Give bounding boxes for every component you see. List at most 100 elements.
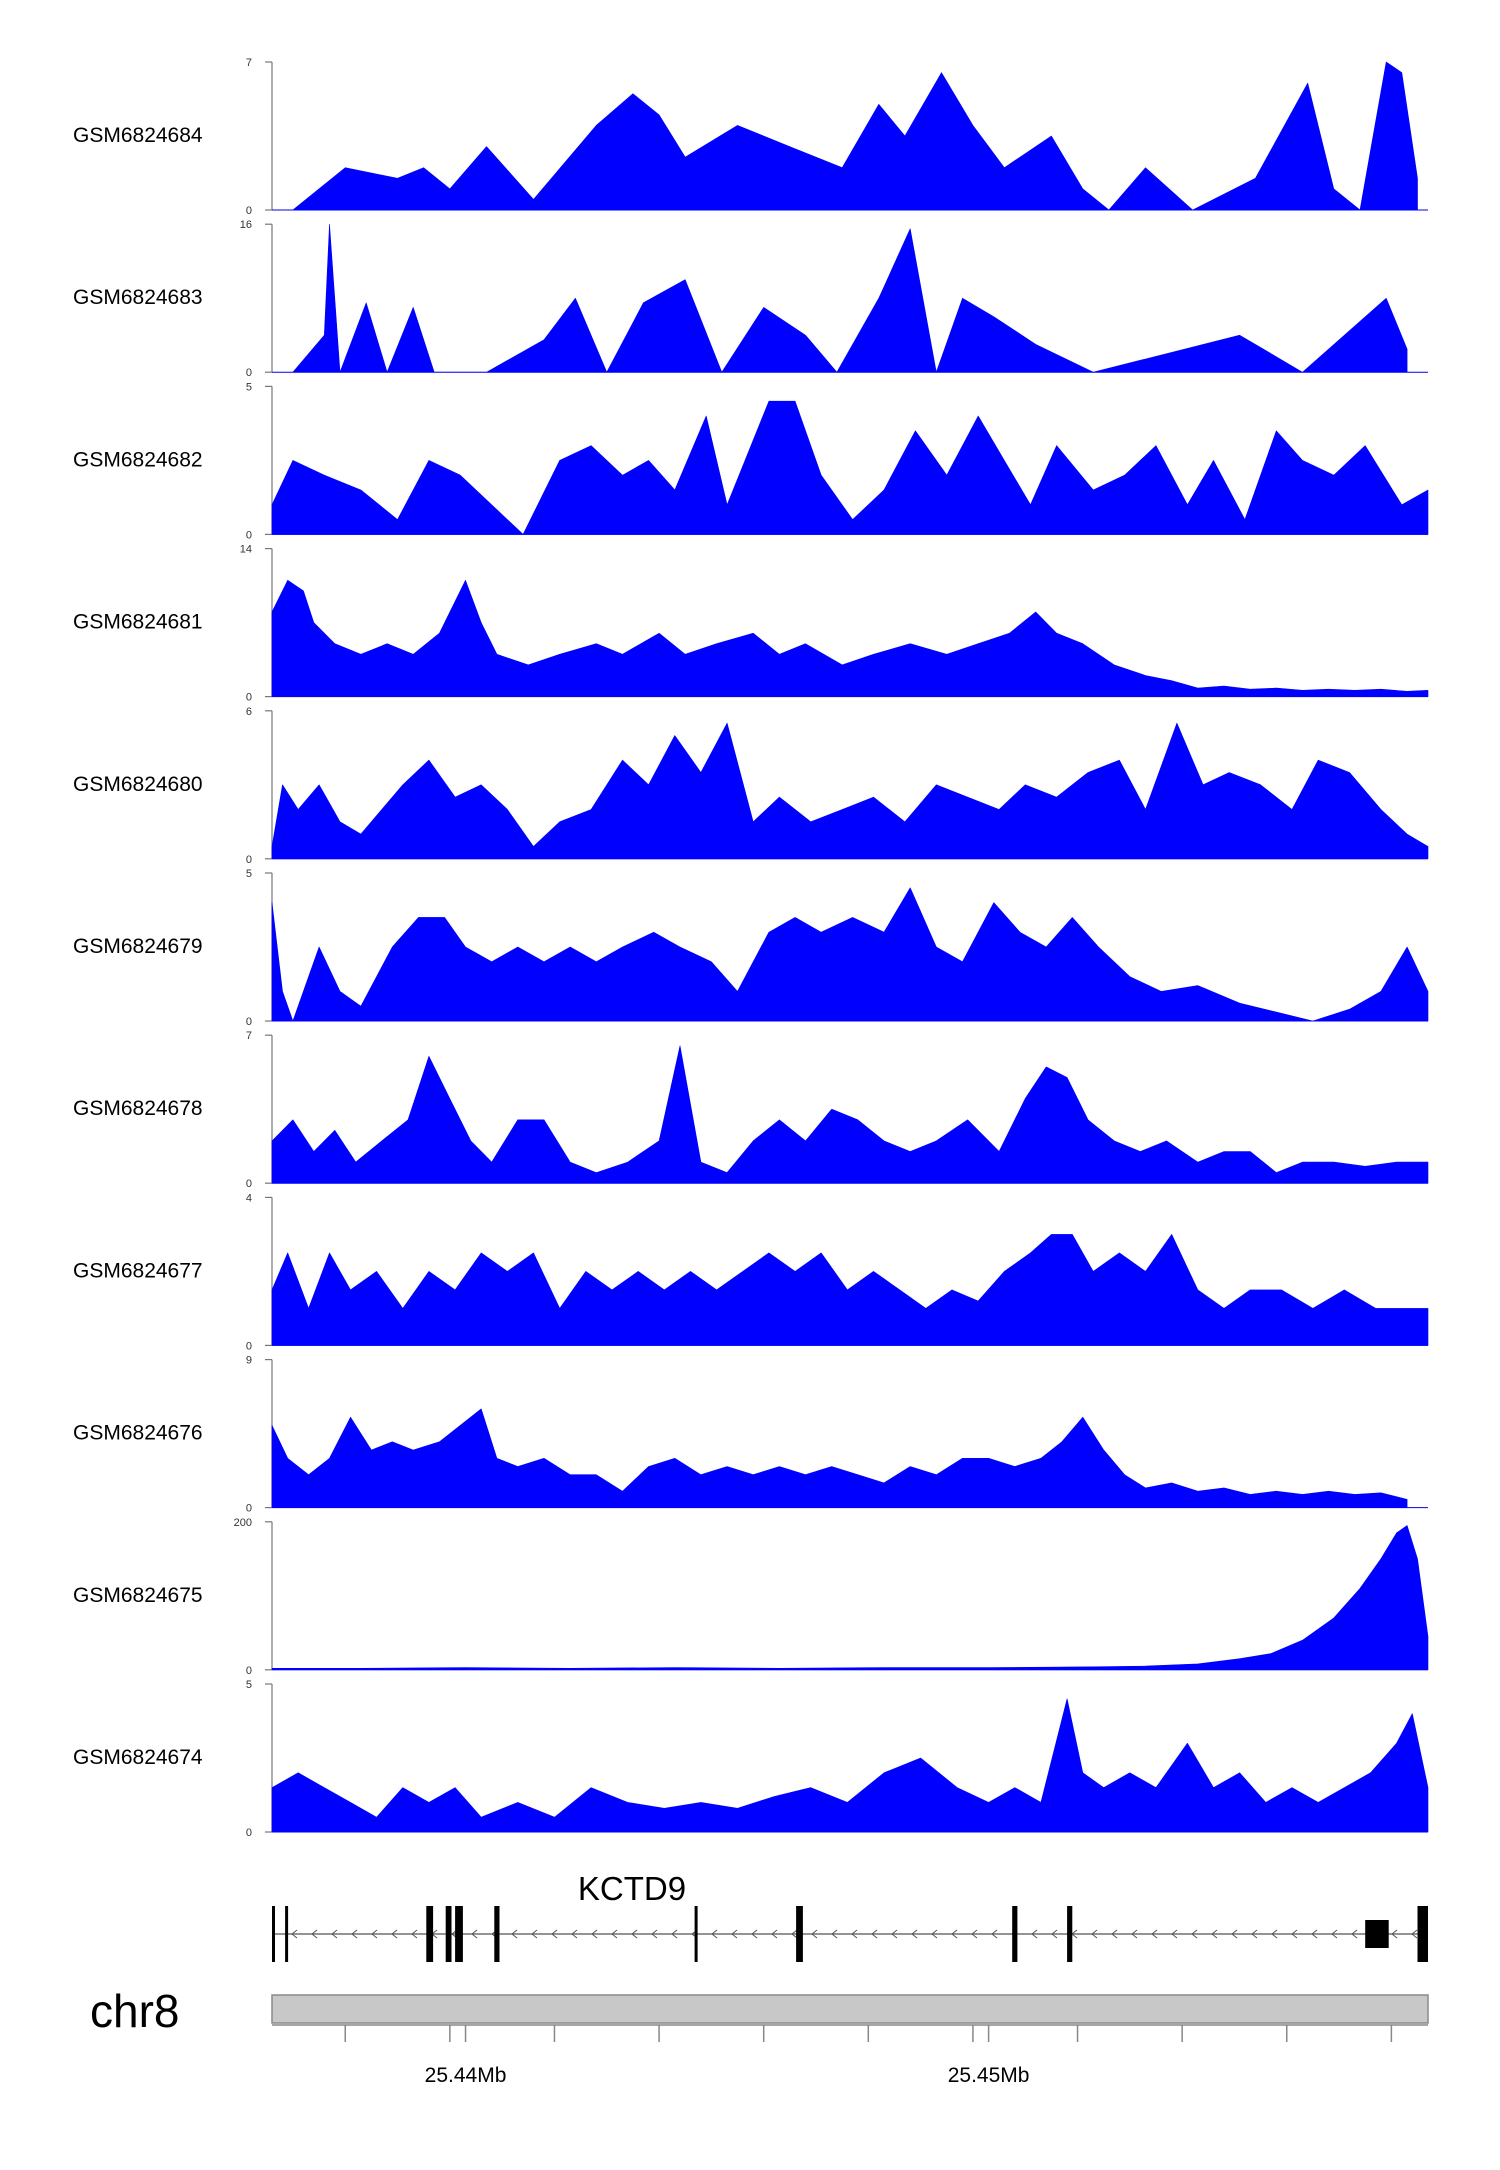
axis-tick-label: 25.45Mb	[948, 2064, 1030, 2087]
y-tick-label-max: 16	[240, 219, 252, 231]
y-tick-label-min: 0	[246, 1827, 252, 1839]
y-tick-label-max: 9	[246, 1355, 252, 1367]
strand-arrow	[591, 1929, 598, 1939]
strand-arrow	[331, 1929, 338, 1939]
y-tick-label-max: 14	[240, 544, 252, 556]
strand-arrow	[531, 1929, 538, 1939]
chromosome-ideogram	[271, 1994, 1429, 2024]
gene-track: KCTD9	[272, 1870, 1428, 1962]
signal-area	[271, 1525, 1429, 1671]
track-GSM6824677: GSM6824677 0 4	[73, 1192, 1429, 1352]
y-tick-label-max: 6	[246, 706, 252, 718]
strand-arrow	[1091, 1929, 1098, 1939]
strand-arrow	[1231, 1929, 1238, 1939]
y-tick-label-max: 7	[246, 57, 252, 69]
strand-arrow	[1351, 1929, 1358, 1939]
strand-arrow	[831, 1929, 838, 1939]
signal-area	[271, 1045, 1429, 1184]
y-tick-label-min: 0	[246, 1503, 252, 1515]
strand-arrow	[891, 1929, 898, 1939]
signal-area	[271, 722, 1429, 860]
signal-area	[292, 223, 1408, 373]
strand-arrow	[391, 1929, 398, 1939]
strand-arrow	[991, 1929, 998, 1939]
strand-arrow	[731, 1929, 738, 1939]
track-name: GSM6824675	[73, 1584, 203, 1607]
strand-arrow	[711, 1929, 718, 1939]
track-GSM6824682: GSM6824682 0 5	[73, 381, 1429, 541]
gene-label: KCTD9	[578, 1870, 686, 1907]
track-name: GSM6824684	[73, 124, 203, 147]
strand-arrow	[351, 1929, 358, 1939]
strand-arrow	[931, 1929, 938, 1939]
strand-arrow	[1411, 1929, 1418, 1939]
strand-arrow	[1211, 1929, 1218, 1939]
track-name: GSM6824679	[73, 935, 203, 958]
exon	[445, 1906, 452, 1962]
strand-arrow	[1391, 1929, 1398, 1939]
strand-arrow	[851, 1929, 858, 1939]
track-GSM6824684: GSM6824684 0 7	[73, 57, 1428, 217]
strand-arrow	[911, 1929, 918, 1939]
track-GSM6824683: GSM6824683 0 16	[73, 219, 1428, 379]
strand-arrow	[371, 1929, 378, 1939]
strand-arrow	[551, 1929, 558, 1939]
track-name: GSM6824680	[73, 773, 203, 796]
exon	[494, 1906, 500, 1962]
exon	[1417, 1906, 1428, 1962]
axis-ticks: 25.44Mb 25.45Mb	[344, 2025, 1393, 2087]
strand-arrow	[651, 1929, 658, 1939]
signal-area	[271, 400, 1429, 535]
data-tracks: GSM682468407GSM6824683016GSM682468205GSM…	[73, 57, 1429, 1839]
axis-tick-label: 25.44Mb	[425, 2064, 507, 2087]
y-tick-label-min: 0	[246, 367, 252, 379]
signal-area	[271, 580, 1429, 697]
y-tick-label-min: 0	[246, 1340, 252, 1352]
strand-arrow	[1051, 1929, 1058, 1939]
signal-area	[271, 1698, 1429, 1833]
strand-arrow	[631, 1929, 638, 1939]
gene-model	[272, 1906, 1428, 1962]
strand-arrow	[291, 1929, 298, 1939]
track-GSM6824680: GSM6824680 0 6	[73, 706, 1429, 866]
track-GSM6824678: GSM6824678 0 7	[73, 1030, 1429, 1190]
track-GSM6824679: GSM6824679 0 5	[73, 868, 1429, 1028]
strand-arrow	[751, 1929, 758, 1939]
strand-arrow	[611, 1929, 618, 1939]
exon	[694, 1906, 698, 1962]
track-name: GSM6824678	[73, 1097, 203, 1120]
y-tick-label-max: 5	[246, 381, 252, 393]
strand-arrow	[871, 1929, 878, 1939]
track-GSM6824676: GSM6824676 0 9	[73, 1355, 1428, 1515]
strand-arrow	[311, 1929, 318, 1939]
strand-arrow	[791, 1929, 798, 1939]
strand-arrow	[1171, 1929, 1178, 1939]
chromosome-label: chr8	[90, 1985, 179, 2037]
track-GSM6824675: GSM6824675 0 200	[73, 1517, 1429, 1677]
strand-arrow	[411, 1929, 418, 1939]
y-tick-label-min: 0	[246, 692, 252, 704]
strand-arrow	[571, 1929, 578, 1939]
strand-arrow	[1311, 1929, 1318, 1939]
strand-arrow	[1151, 1929, 1158, 1939]
y-tick-label-min: 0	[246, 1178, 252, 1190]
y-tick-label-max: 4	[246, 1192, 252, 1204]
track-name: GSM6824674	[73, 1746, 203, 1769]
exon	[1012, 1906, 1018, 1962]
exon	[455, 1906, 463, 1962]
strand-arrow	[1331, 1929, 1338, 1939]
track-name: GSM6824681	[73, 611, 203, 634]
exon	[285, 1906, 289, 1962]
exon	[272, 1906, 275, 1962]
strand-arrow	[1191, 1929, 1198, 1939]
strand-arrow	[971, 1929, 978, 1939]
strand-arrow	[1251, 1929, 1258, 1939]
exon	[796, 1906, 803, 1962]
y-tick-label-max: 7	[246, 1030, 252, 1042]
strand-arrow	[811, 1929, 818, 1939]
genome-axis: chr8 25.44Mb 25.45Mb	[90, 1985, 1429, 2087]
track-GSM6824681: GSM6824681 0 14	[73, 544, 1429, 704]
track-name: GSM6824682	[73, 448, 203, 471]
y-tick-label-max: 5	[246, 1679, 252, 1691]
